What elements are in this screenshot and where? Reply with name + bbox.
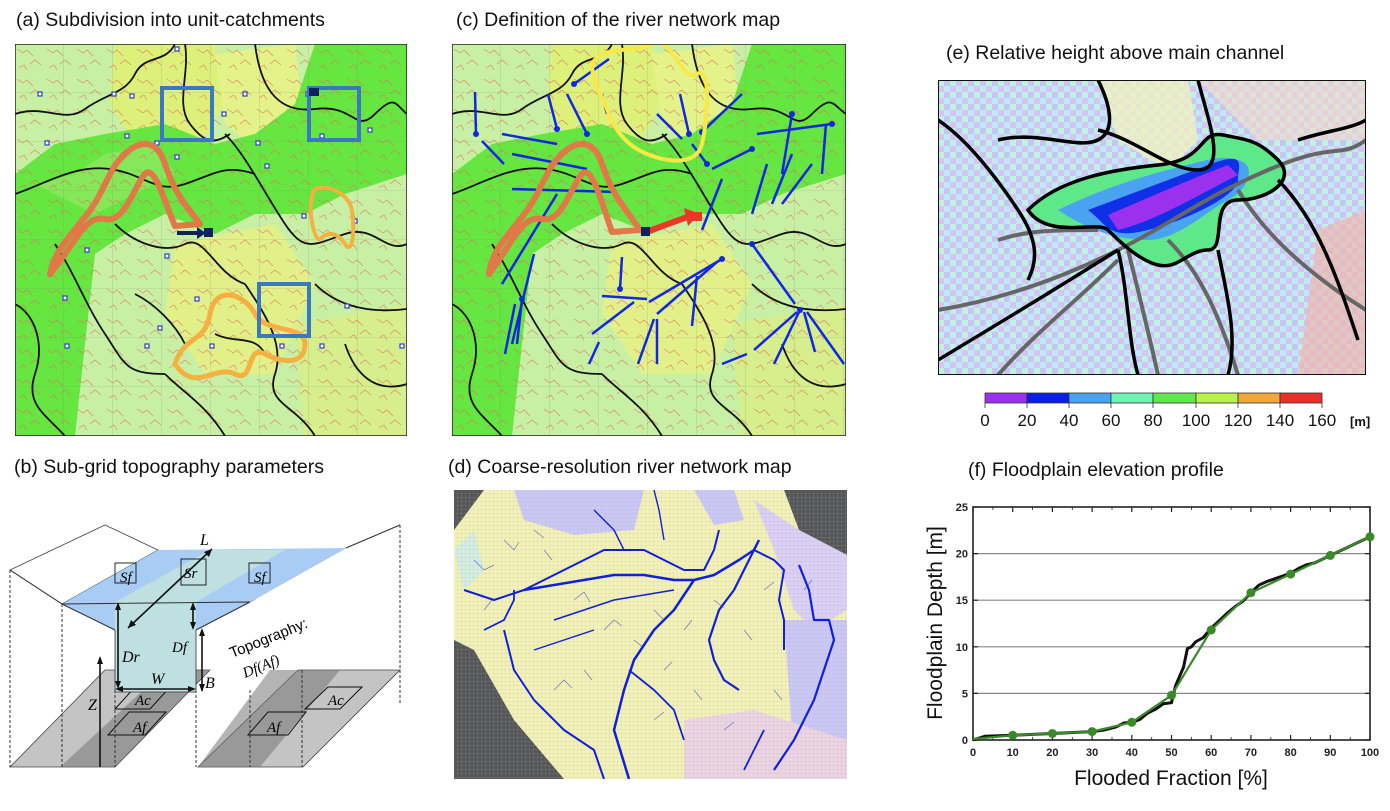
svg-text:Dr: Dr xyxy=(121,649,141,666)
panel-c-river-network-definition-map xyxy=(451,40,847,437)
svg-text:[m]: [m] xyxy=(1350,414,1370,429)
panel-e-colorbar: 0 20 40 60 80 100 120 140 160 [m] xyxy=(975,390,1385,435)
svg-text:10: 10 xyxy=(1007,747,1019,759)
svg-text:Ac: Ac xyxy=(327,693,344,709)
y-axis-label: Floodplain Depth [m] xyxy=(924,526,947,720)
panel-b-title: (b) Sub-grid topography parameters xyxy=(14,456,324,478)
fine-profile-line xyxy=(972,535,1371,742)
svg-text:20: 20 xyxy=(956,549,968,561)
svg-text:80: 80 xyxy=(1144,411,1163,430)
svg-text:80: 80 xyxy=(1284,747,1296,759)
discretized-profile-line xyxy=(972,535,1371,741)
svg-text:90: 90 xyxy=(1324,747,1336,759)
svg-text:Df: Df xyxy=(171,640,189,656)
svg-text:120: 120 xyxy=(1224,411,1252,430)
svg-text:W: W xyxy=(151,671,166,688)
svg-text:30: 30 xyxy=(1086,747,1098,759)
svg-text:B: B xyxy=(205,675,215,692)
svg-text:60: 60 xyxy=(1205,747,1217,759)
svg-text:Sf: Sf xyxy=(120,570,134,586)
svg-text:0: 0 xyxy=(962,735,968,747)
panel-e-title: (e) Relative height above main channel xyxy=(946,42,1285,64)
svg-text:Sr: Sr xyxy=(184,566,198,582)
svg-text:140: 140 xyxy=(1266,411,1294,430)
svg-text:15: 15 xyxy=(956,595,968,607)
panel-a-catchment-map xyxy=(14,43,408,437)
svg-text:60: 60 xyxy=(1102,411,1121,430)
svg-text:5: 5 xyxy=(962,688,968,700)
svg-text:20: 20 xyxy=(1046,747,1058,759)
svg-text:10: 10 xyxy=(956,642,968,654)
svg-text:Ac: Ac xyxy=(134,693,151,709)
svg-text:Af: Af xyxy=(132,720,148,736)
svg-text:25: 25 xyxy=(956,502,968,514)
panel-f-title: (f) Floodplain elevation profile xyxy=(968,459,1224,481)
svg-text:40: 40 xyxy=(1060,411,1079,430)
svg-text:160: 160 xyxy=(1308,411,1336,430)
svg-text:40: 40 xyxy=(1126,747,1138,759)
x-axis-label: Flooded Fraction [%] xyxy=(1074,767,1268,790)
panel-a-title: (a) Subdivision into unit-catchments xyxy=(16,9,325,31)
svg-text:Sf: Sf xyxy=(254,570,268,586)
svg-text:0: 0 xyxy=(970,747,976,759)
panel-e-relative-height-map xyxy=(937,79,1368,377)
svg-text:50: 50 xyxy=(1165,747,1177,759)
svg-text:Z: Z xyxy=(88,697,98,714)
panel-b-subgrid-topography-diagram: Ac Af Ac Af Sf Sr Sf L Dr Df W B Z Topog… xyxy=(0,490,440,800)
panel-d-coarse-river-network-map xyxy=(454,489,847,780)
svg-text:0: 0 xyxy=(980,411,989,430)
svg-text:100: 100 xyxy=(1182,411,1210,430)
svg-text:L: L xyxy=(199,532,209,549)
discretized-profile-markers xyxy=(1008,532,1375,740)
svg-text:Af: Af xyxy=(266,720,282,736)
svg-text:20: 20 xyxy=(1018,411,1037,430)
svg-text:70: 70 xyxy=(1245,747,1257,759)
panel-d-title: (d) Coarse-resolution river network map xyxy=(448,456,792,478)
panel-c-title: (c) Definition of the river network map xyxy=(456,9,781,31)
svg-text:100: 100 xyxy=(1361,747,1379,759)
panel-f-floodplain-profile-chart: 0 10 20 30 40 50 60 70 80 90 100 0 5 10 … xyxy=(920,490,1390,806)
